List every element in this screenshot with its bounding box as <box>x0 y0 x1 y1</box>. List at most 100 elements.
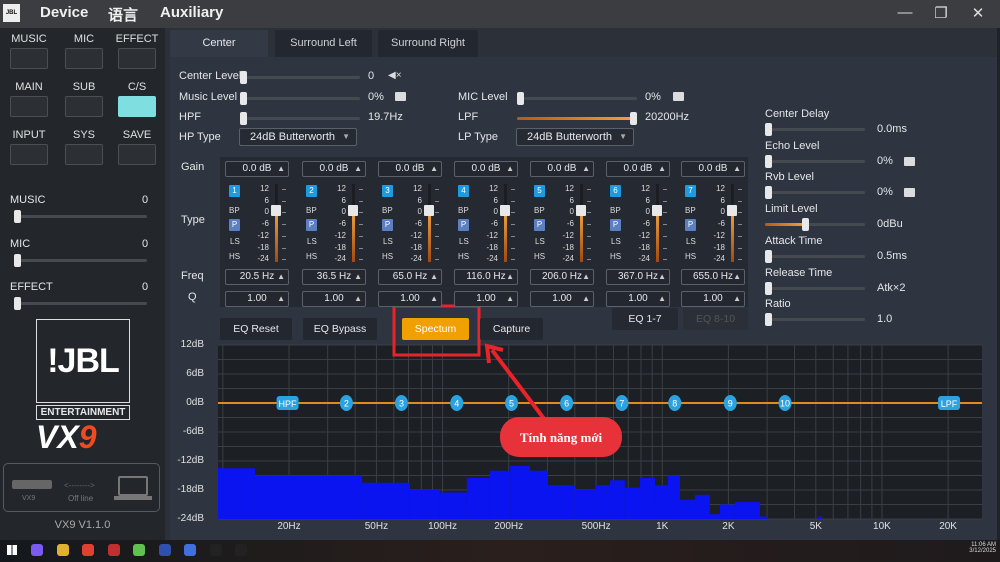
band-7-q-input[interactable]: 1.00 ▲ <box>681 291 745 307</box>
type-p-selected[interactable]: P <box>458 219 469 231</box>
spin-arrows-icon[interactable]: ▲ <box>582 164 590 173</box>
sidebar-button-effect[interactable] <box>118 48 156 69</box>
band-2-freq-input[interactable]: 36.5 Hz ▲ <box>302 269 366 285</box>
type-hs[interactable]: HS <box>229 252 241 261</box>
fader-handle[interactable] <box>727 205 737 216</box>
fader-handle[interactable] <box>424 205 434 216</box>
spin-arrows-icon[interactable]: ▲ <box>658 164 666 173</box>
eq-page-1-7-tab[interactable]: EQ 1-7 <box>612 308 678 330</box>
sidebar-button-input[interactable] <box>10 144 48 165</box>
band-3-freq-input[interactable]: 65.0 Hz ▲ <box>378 269 442 285</box>
spin-arrows-icon[interactable]: ▲ <box>430 294 438 303</box>
tab-center[interactable]: Center <box>170 30 268 57</box>
type-bp[interactable]: BP <box>306 206 317 215</box>
attack-time-slider[interactable] <box>765 254 865 258</box>
windows-start-icon[interactable] <box>7 545 17 555</box>
mic-mute-toggle[interactable] <box>673 92 684 101</box>
type-p-selected[interactable]: P <box>382 219 393 231</box>
spin-arrows-icon[interactable]: ▲ <box>277 294 285 303</box>
type-ls[interactable]: LS <box>535 237 545 246</box>
type-hs[interactable]: HS <box>382 252 394 261</box>
spin-arrows-icon[interactable]: ▲ <box>582 272 590 281</box>
band-1-q-input[interactable]: 1.00 ▲ <box>225 291 289 307</box>
spin-arrows-icon[interactable]: ▲ <box>658 272 666 281</box>
rvb-level-mute-toggle[interactable] <box>904 188 915 198</box>
sidebar-button-music[interactable] <box>10 48 48 69</box>
type-hs[interactable]: HS <box>534 252 546 261</box>
band-5-freq-input[interactable]: 206.0 Hz ▲ <box>530 269 594 285</box>
restore-button[interactable]: ❐ <box>934 5 948 22</box>
minimize-button[interactable]: — <box>897 4 913 21</box>
spin-arrows-icon[interactable]: ▲ <box>733 164 741 173</box>
mute-toggle[interactable] <box>395 92 406 101</box>
band-3-gain-input[interactable]: 0.0 dB ▲ <box>378 161 442 177</box>
slider-handle[interactable] <box>14 297 21 310</box>
eq-node-6[interactable] <box>560 395 574 411</box>
hpf-slider[interactable] <box>240 117 360 120</box>
spin-arrows-icon[interactable]: ▲ <box>430 164 438 173</box>
menu-language[interactable]: 语言 <box>108 7 139 24</box>
type-hs[interactable]: HS <box>458 252 470 261</box>
spin-arrows-icon[interactable]: ▲ <box>277 272 285 281</box>
eq-node-10[interactable] <box>778 395 792 411</box>
spin-arrows-icon[interactable]: ▲ <box>354 164 362 173</box>
taskbar-app-icon[interactable] <box>107 544 120 556</box>
sidebar-slider[interactable] <box>14 215 147 218</box>
spin-arrows-icon[interactable]: ▲ <box>658 294 666 303</box>
sidebar-slider[interactable] <box>14 259 147 262</box>
attack-time-slider-handle[interactable] <box>765 249 772 263</box>
limit-level-slider[interactable] <box>765 223 865 227</box>
eq-node-7[interactable] <box>615 395 629 411</box>
band-7-gain-input[interactable]: 0.0 dB ▲ <box>681 161 745 177</box>
rvb-level-slider[interactable] <box>765 191 865 195</box>
release-time-slider[interactable] <box>765 286 865 290</box>
type-hs[interactable]: HS <box>306 252 318 261</box>
band-1-freq-input[interactable]: 20.5 Hz ▲ <box>225 269 289 285</box>
type-ls[interactable]: LS <box>611 237 621 246</box>
type-bp[interactable]: BP <box>458 206 469 215</box>
capture-button[interactable]: Capture <box>480 318 543 340</box>
type-bp[interactable]: BP <box>229 206 240 215</box>
fader-handle[interactable] <box>652 205 662 216</box>
center-delay-slider-handle[interactable] <box>765 123 772 136</box>
band-3-q-input[interactable]: 1.00 ▲ <box>378 291 442 307</box>
fader-handle[interactable] <box>500 205 510 216</box>
eq-node-2[interactable] <box>339 395 353 411</box>
type-p-selected[interactable]: P <box>534 219 545 231</box>
spin-arrows-icon[interactable]: ▲ <box>733 294 741 303</box>
tab-surround-left[interactable]: Surround Left <box>275 30 372 57</box>
band-6-freq-input[interactable]: 367.0 Hz ▲ <box>606 269 670 285</box>
band-6-q-input[interactable]: 1.00 ▲ <box>606 291 670 307</box>
music-level-slider[interactable] <box>240 97 360 100</box>
type-hs[interactable]: HS <box>685 252 697 261</box>
type-bp[interactable]: BP <box>610 206 621 215</box>
fader-handle[interactable] <box>271 205 281 216</box>
music-level-slider-handle[interactable] <box>240 92 247 105</box>
fader-handle[interactable] <box>348 205 358 216</box>
taskbar-app-icon[interactable] <box>82 544 94 556</box>
spin-arrows-icon[interactable]: ▲ <box>430 272 438 281</box>
type-ls[interactable]: LS <box>686 237 696 246</box>
taskbar-app-icon[interactable] <box>133 544 145 556</box>
type-p-selected[interactable]: P <box>685 219 696 231</box>
type-p-selected[interactable]: P <box>229 219 240 231</box>
eq-node-hpf[interactable] <box>276 396 299 410</box>
eq-reset-button[interactable]: EQ Reset <box>220 318 292 340</box>
taskbar-app-icon[interactable] <box>235 544 247 556</box>
limit-level-slider-handle[interactable] <box>802 218 810 232</box>
spin-arrows-icon[interactable]: ▲ <box>582 294 590 303</box>
band-4-q-input[interactable]: 1.00 ▲ <box>454 291 518 307</box>
spin-arrows-icon[interactable]: ▲ <box>277 164 285 173</box>
type-bp[interactable]: BP <box>382 206 393 215</box>
menu-auxiliary[interactable]: Auxiliary <box>160 4 224 21</box>
close-button[interactable]: ✕ <box>971 5 985 22</box>
band-4-gain-input[interactable]: 0.0 dB ▲ <box>454 161 518 177</box>
band-1-gain-input[interactable]: 0.0 dB ▲ <box>225 161 289 177</box>
center-level-slider-handle[interactable] <box>240 71 247 84</box>
sidebar-slider[interactable] <box>14 302 147 305</box>
slider-handle[interactable] <box>14 254 21 267</box>
type-ls[interactable]: LS <box>459 237 469 246</box>
taskbar-app-icon[interactable] <box>31 544 43 556</box>
type-bp[interactable]: BP <box>534 206 545 215</box>
